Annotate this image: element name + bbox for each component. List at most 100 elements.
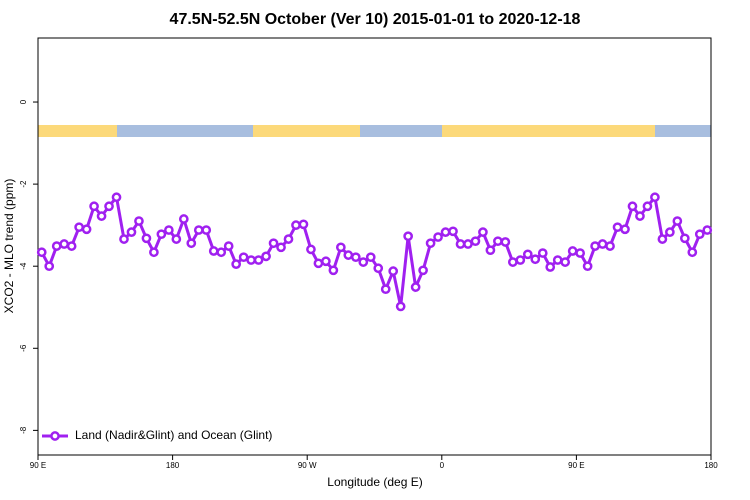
- data-point: [373, 263, 384, 274]
- x-tick-label: 90 E: [30, 461, 46, 470]
- data-point: [418, 265, 428, 276]
- data-point: [590, 241, 600, 251]
- data-point: [313, 258, 324, 269]
- data-point: [74, 222, 84, 233]
- data-point: [343, 250, 354, 260]
- data-point: [328, 265, 339, 276]
- data-point: [119, 234, 129, 244]
- data-point: [358, 257, 369, 267]
- data-point: [261, 251, 271, 262]
- data-point: [552, 255, 563, 265]
- data-point: [164, 225, 174, 235]
- data-point: [365, 252, 376, 263]
- data-point: [560, 257, 571, 267]
- data-point: [186, 238, 197, 249]
- data-point: [657, 234, 668, 244]
- x-axis-label: Longitude (deg E): [327, 475, 422, 489]
- data-point: [388, 266, 399, 276]
- data-point: [440, 227, 451, 237]
- x-tick-label: 0: [440, 461, 445, 470]
- data-point: [149, 247, 159, 258]
- data-point: [36, 247, 47, 258]
- x-tick-label: 90 E: [568, 461, 584, 470]
- data-point: [350, 252, 361, 263]
- data-point: [111, 192, 122, 203]
- data-point: [283, 234, 294, 244]
- data-point: [597, 239, 608, 249]
- legend-label: Land (Nadir&Glint) and Ocean (Glint): [75, 428, 272, 442]
- data-point: [231, 259, 242, 269]
- data-point: [51, 241, 62, 251]
- y-tick-label: -8: [19, 426, 28, 434]
- data-point: [545, 262, 556, 272]
- ocean-segment: [117, 125, 253, 137]
- data-point: [605, 241, 615, 251]
- data-point: [104, 201, 114, 212]
- data-point: [665, 227, 675, 237]
- x-tick-label: 180: [166, 461, 180, 470]
- data-point: [642, 201, 653, 212]
- data-point: [395, 301, 406, 312]
- data-point: [59, 239, 70, 249]
- data-point: [582, 261, 593, 272]
- data-point: [635, 211, 645, 221]
- ocean-segment: [360, 125, 442, 137]
- data-point: [410, 282, 421, 292]
- data-point: [238, 252, 249, 263]
- data-point: [500, 237, 511, 247]
- data-point: [537, 248, 548, 258]
- data-point: [403, 231, 413, 242]
- series-line: [40, 193, 708, 307]
- data-point: [96, 211, 107, 221]
- data-point: [380, 284, 391, 295]
- chart-title: 47.5N-52.5N October (Ver 10) 2015-01-01 …: [170, 11, 581, 28]
- data-point: [507, 257, 518, 267]
- data-point: [298, 219, 309, 230]
- data-point: [268, 238, 279, 249]
- data-point: [470, 236, 481, 247]
- data-point: [530, 254, 541, 265]
- x-tick-label: 90 W: [298, 461, 317, 470]
- data-point: [246, 255, 256, 265]
- data-point: [448, 226, 458, 237]
- ocean-segment: [655, 125, 711, 137]
- data-point: [433, 232, 443, 242]
- data-point: [66, 241, 77, 251]
- data-point: [522, 249, 533, 260]
- y-tick-label: -6: [19, 344, 28, 352]
- data-point: [463, 239, 473, 249]
- data-point: [201, 225, 212, 235]
- data-point: [276, 242, 286, 253]
- data-point: [515, 255, 526, 265]
- data-point: [178, 214, 189, 224]
- data-point: [650, 192, 660, 203]
- data-point: [627, 201, 638, 212]
- data-point: [223, 241, 234, 251]
- data-point: [679, 233, 690, 244]
- data-point: [620, 224, 630, 235]
- data-point: [478, 227, 488, 237]
- data-point: [687, 247, 698, 258]
- data-point: [694, 229, 705, 240]
- data-point: [193, 225, 204, 235]
- data-point: [141, 233, 152, 244]
- land-ocean-strip: [38, 125, 711, 137]
- data-point: [336, 242, 346, 253]
- data-point: [321, 256, 331, 267]
- data-point: [455, 239, 466, 249]
- data-point: [702, 225, 713, 235]
- land-segment: [442, 125, 655, 137]
- legend-marker: [50, 431, 60, 441]
- data-point: [208, 246, 219, 256]
- data-point: [156, 229, 167, 240]
- data-point: [493, 236, 503, 247]
- y-axis-label: XCO2 - MLO trend (ppm): [2, 179, 16, 314]
- data-point: [81, 224, 92, 235]
- data-point: [44, 261, 55, 272]
- x-tick-label: 180: [704, 461, 718, 470]
- y-tick-label: -4: [19, 262, 28, 270]
- data-point: [672, 216, 683, 226]
- data-point: [89, 201, 99, 212]
- y-tick-label: -2: [19, 180, 28, 188]
